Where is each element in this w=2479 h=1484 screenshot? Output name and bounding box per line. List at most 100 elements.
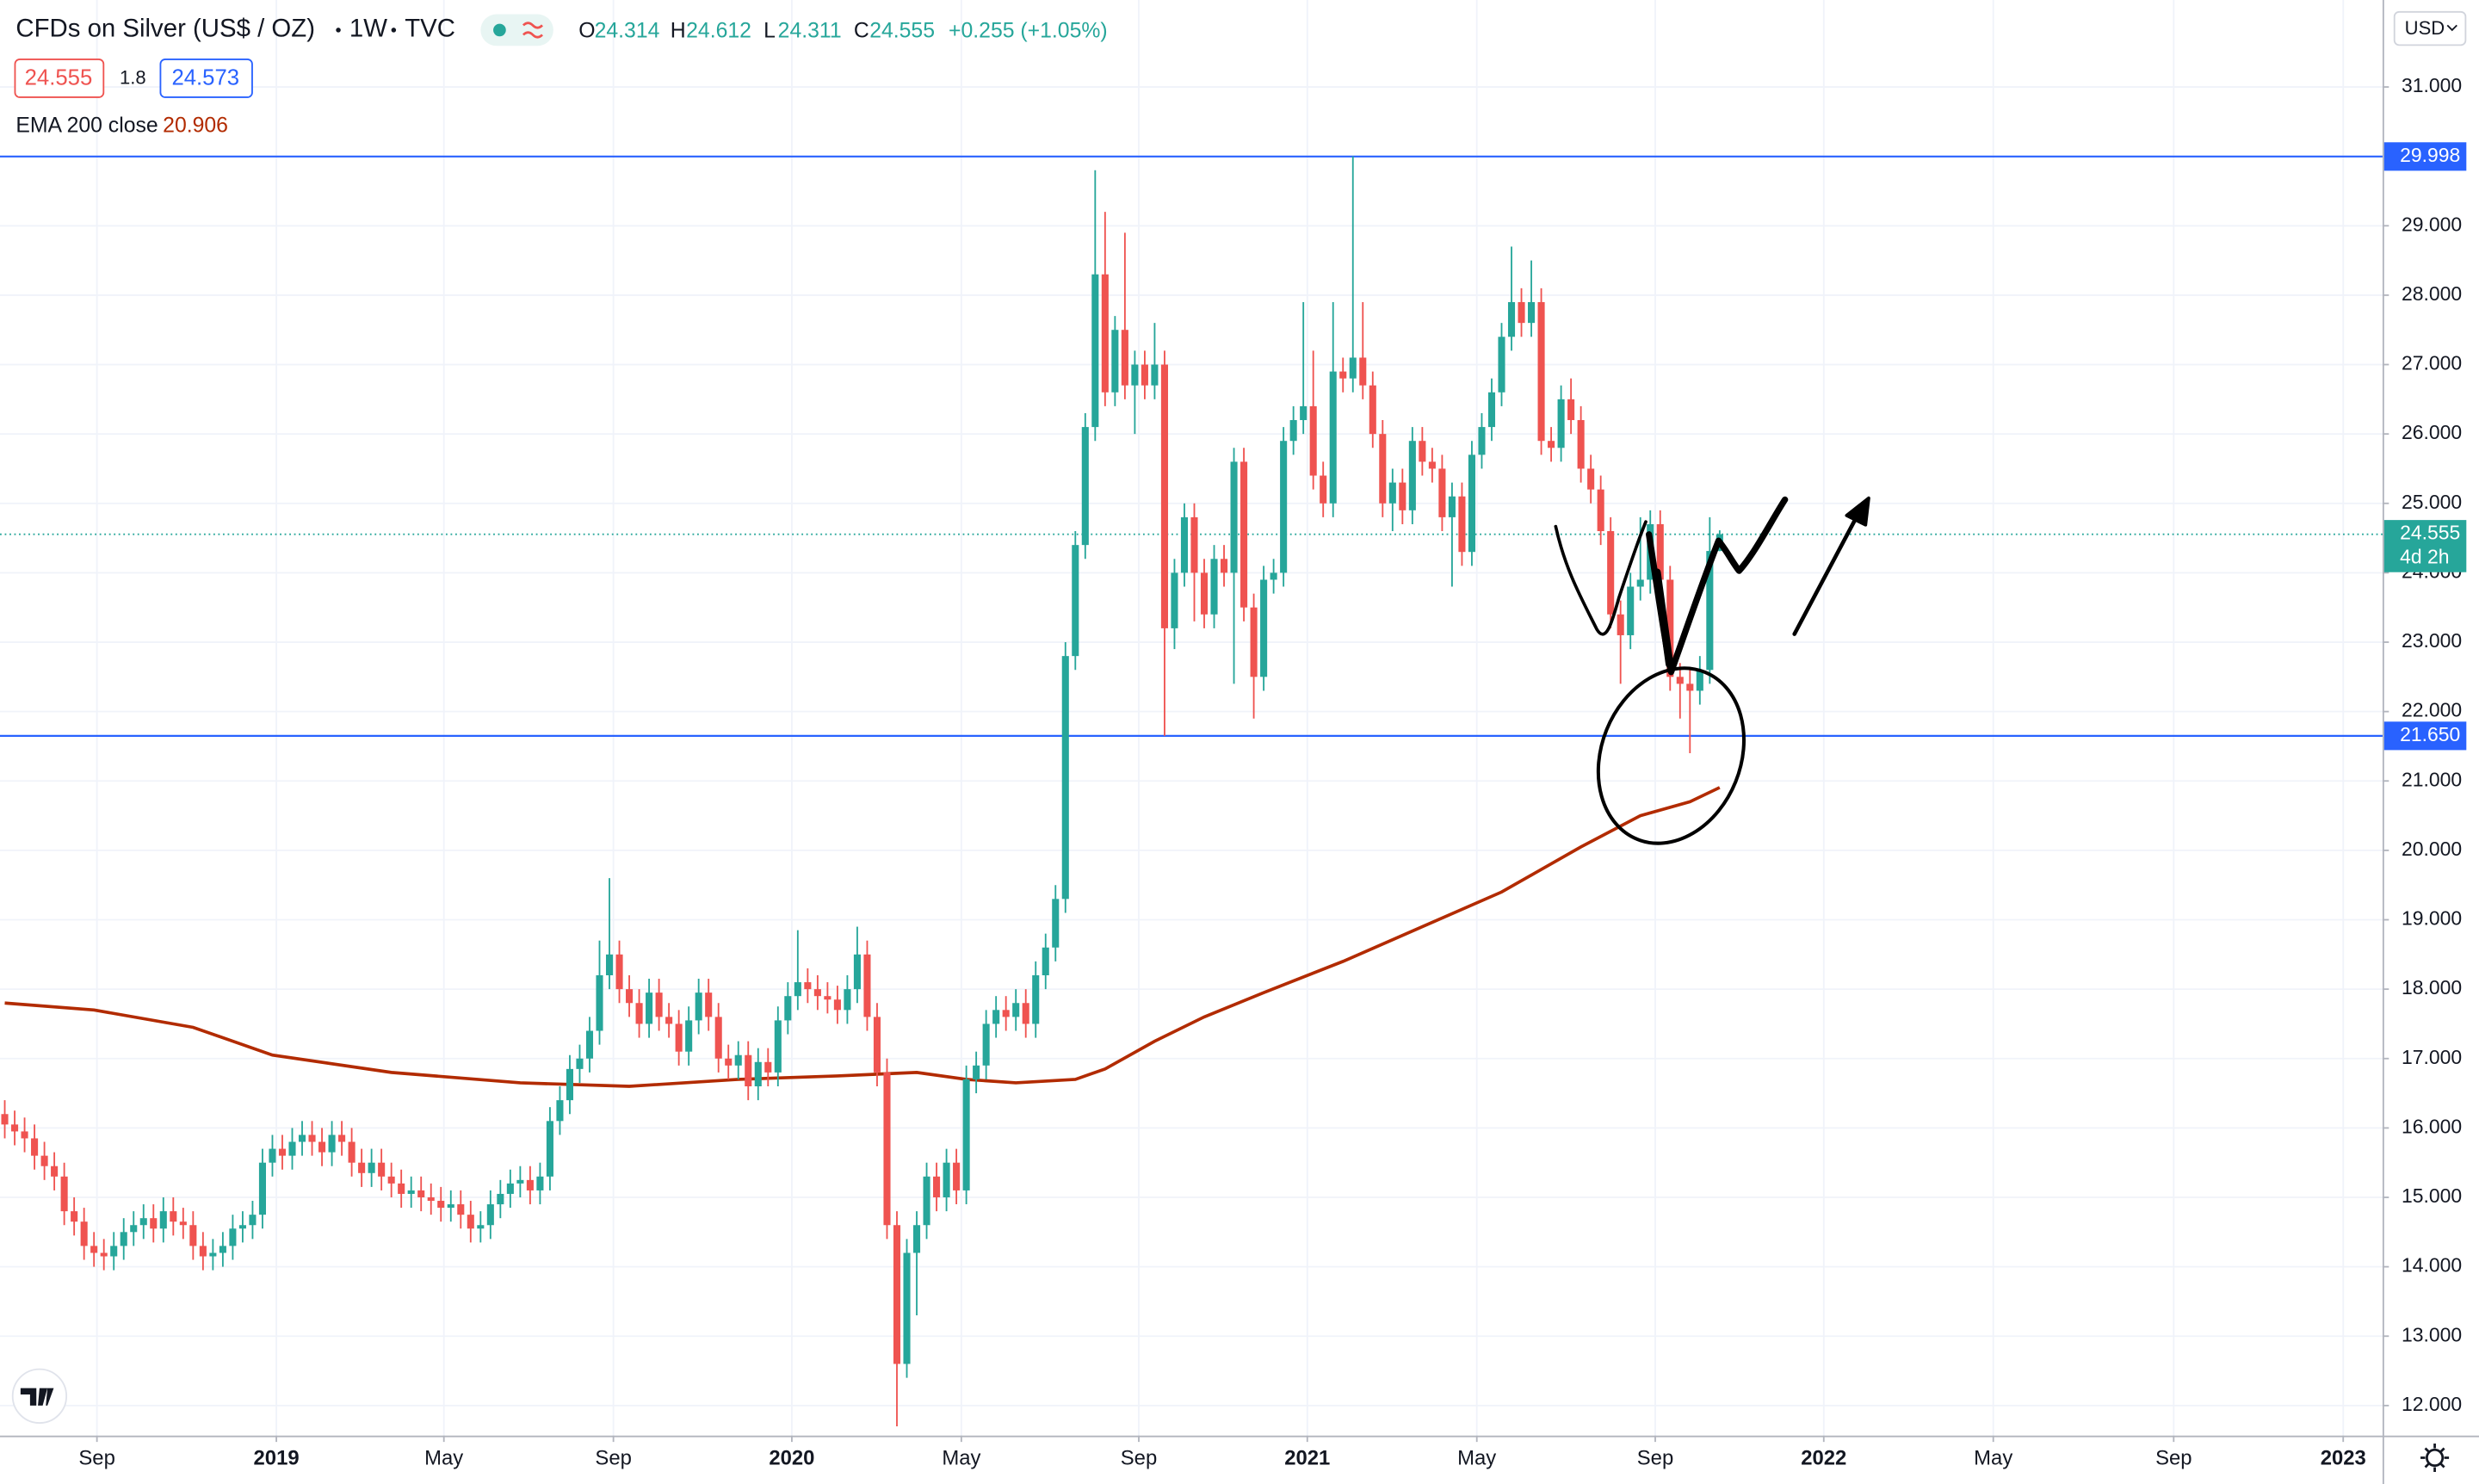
candle-body [398, 1183, 405, 1194]
status-pill[interactable] [480, 14, 553, 46]
candle-body [497, 1193, 504, 1205]
price-label-bg [2383, 721, 2467, 751]
x-tick-label: May [942, 1447, 980, 1470]
candle-body [1200, 572, 1209, 615]
candle-body [516, 1179, 524, 1184]
indicator-name: EMA 200 close [15, 114, 158, 138]
x-tick-label: 2020 [769, 1447, 814, 1470]
candle-body [1042, 947, 1049, 976]
logo-mark [20, 1388, 54, 1406]
candle-body [229, 1228, 237, 1246]
candle-body [407, 1190, 415, 1194]
hand-arrow [1792, 504, 1864, 636]
candle-body [903, 1252, 911, 1364]
candle-body [219, 1246, 226, 1253]
candle-body [269, 1148, 276, 1163]
candle-body [764, 1061, 772, 1073]
candle-body [745, 1054, 752, 1087]
price-label: 21.650 [2400, 723, 2460, 745]
candle-body [962, 1079, 970, 1190]
gear [2426, 1448, 2445, 1468]
candle-body [1250, 607, 1258, 677]
candle-body [31, 1138, 39, 1156]
axes: 12.000 13.000 14.000 15.000 16.000 17.000 18.0… [78, 74, 2467, 1470]
candle-body [695, 992, 702, 1021]
price-label-bg [2383, 142, 2467, 171]
separator [391, 28, 397, 33]
candle-body [923, 1176, 930, 1226]
candle-body [992, 1010, 1000, 1024]
candle-body [893, 1225, 901, 1364]
sell-button[interactable] [14, 58, 105, 98]
candle-body [1567, 399, 1575, 421]
candle-body [1369, 385, 1376, 435]
candle-body [1221, 559, 1228, 573]
candle-body [863, 954, 871, 1017]
indicator-value: 20.906 [163, 114, 228, 138]
candle-body [1101, 274, 1109, 393]
candle-body [973, 1065, 980, 1079]
currency-button[interactable] [2393, 10, 2467, 46]
logo[interactable] [11, 1368, 68, 1425]
candle-body [1002, 1010, 1010, 1017]
candle-body [844, 989, 851, 1011]
candle-body [576, 1058, 584, 1069]
symbol-title: CFDs on Silver (US$ / OZ) [15, 15, 315, 43]
candle-body [1537, 301, 1545, 442]
ohlc-value: 24.314 [595, 19, 660, 42]
ask: 24.573 [171, 66, 239, 90]
y-tick-label: 19.000 [2402, 907, 2462, 930]
candle-body [615, 954, 623, 990]
candle-body [784, 996, 792, 1021]
candle-body [1587, 468, 1595, 490]
interval: 1W [349, 15, 387, 43]
candle-body [358, 1162, 366, 1173]
x-tick-label: May [1974, 1447, 2012, 1470]
candle-body [1190, 516, 1198, 573]
y-tick-label: 21.000 [2402, 768, 2462, 790]
candle-body [754, 1061, 762, 1087]
candle-body [298, 1135, 306, 1142]
candle-body [1448, 496, 1456, 517]
y-tick-label: 31.000 [2402, 74, 2462, 96]
x-tick-label: 2019 [254, 1447, 300, 1470]
candle-body [953, 1162, 961, 1190]
candle-body [1, 1114, 9, 1125]
candle-body [1081, 427, 1089, 546]
candle-body [467, 1215, 474, 1229]
candle-body [804, 982, 812, 990]
candle-body [21, 1131, 28, 1139]
candle-body [90, 1246, 98, 1253]
buy-button[interactable] [159, 58, 253, 98]
candle-body [387, 1176, 395, 1184]
change: +0.255 (+1.05%) [949, 19, 1108, 42]
time-axis [0, 1435, 2479, 1484]
candle-body [566, 1068, 574, 1101]
candle-body [546, 1121, 553, 1177]
candle-body [308, 1135, 316, 1142]
candle-body [1032, 975, 1040, 1024]
candle-body [1349, 357, 1357, 379]
candle-body [417, 1190, 425, 1197]
candle-body [486, 1204, 494, 1226]
y-tick-label: 28.000 [2402, 282, 2462, 305]
y-tick-label: 20.000 [2402, 838, 2462, 860]
settings[interactable] [2420, 1443, 2450, 1473]
candle-body [1557, 399, 1565, 448]
candle-body [1072, 545, 1079, 657]
candle-body [1468, 454, 1475, 553]
candle-body [1300, 405, 1308, 421]
candle-body [328, 1135, 336, 1153]
candle-body [824, 996, 831, 1000]
last-price-bg [2383, 520, 2467, 572]
candle-body [1548, 441, 1555, 448]
candle-body [1012, 1003, 1020, 1017]
candle-body [209, 1252, 217, 1257]
candle-body [1577, 420, 1585, 469]
candle-body [1121, 330, 1128, 386]
candle-body [71, 1211, 78, 1222]
candle-body [794, 982, 801, 997]
x-tick-label: May [1457, 1447, 1496, 1470]
candle-body [1487, 392, 1496, 428]
